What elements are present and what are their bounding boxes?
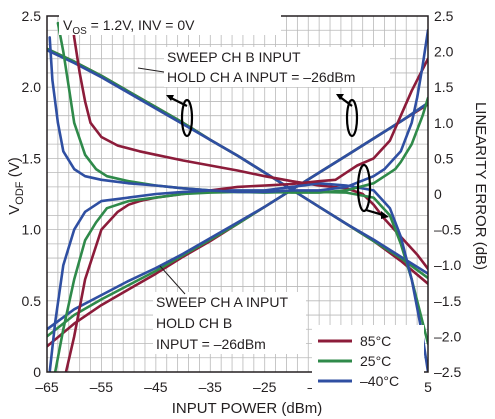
y-tick-label: 1.0 — [22, 222, 42, 238]
y-tick-label: 2.5 — [22, 8, 42, 24]
y2-tick-label: 1.0 — [434, 115, 454, 131]
legend: 85°C 25°C –40°C — [312, 325, 424, 393]
y2-tick-label: 2.5 — [434, 8, 454, 24]
sweep-b-pointer — [138, 68, 164, 72]
y2-tick-label: 2.0 — [434, 44, 454, 60]
sweep-a-pointer — [160, 266, 185, 294]
sweep-a-label-line3: INPUT = –26dBm — [156, 336, 266, 352]
y2-tick-label: –1.0 — [434, 257, 461, 273]
x-tick-label: –55 — [90, 379, 114, 395]
y-tick-label: 1.5 — [22, 150, 42, 166]
x-tick-label: 5 — [424, 379, 432, 395]
y-axis-right: 2.5 2.0 1.5 1.0 0.5 0 –0.5 –1.0 –1.5 –2.0 –2.5 — [434, 8, 461, 380]
legend-label: 85°C — [360, 333, 391, 349]
y2-tick-label: 0 — [434, 186, 442, 202]
condition-label-rest: = 1.2V, INV = 0V — [87, 17, 195, 33]
x-tick-label: –45 — [144, 379, 168, 395]
y-axis-left-title-main: V — [6, 205, 23, 215]
x-axis-title: INPUT POWER (dBm) — [172, 400, 323, 417]
condition-label-sub: OS — [72, 26, 87, 37]
y2-tick-label: –1.5 — [434, 293, 461, 309]
y-tick-label: 2.0 — [22, 79, 42, 95]
y2-tick-label: –2.0 — [434, 328, 461, 344]
x-tick-label: –35 — [199, 379, 223, 395]
sweep-a-label-line2: HOLD CH B — [156, 315, 232, 331]
y2-tick-label: 1.5 — [434, 79, 454, 95]
y2-tick-label: 0.5 — [434, 150, 454, 166]
y-axis-right-title: LINEARITY ERROR (dB) — [472, 102, 489, 270]
sweep-b-label-line2: HOLD CH A INPUT = –26dBm — [167, 69, 355, 85]
x-tick-label: –25 — [253, 379, 277, 395]
y-axis-left-title-unit: (V) — [6, 157, 23, 181]
y-axis-left-title-sub: ODF — [14, 181, 26, 205]
y-tick-label: 0 — [33, 364, 41, 380]
y-tick-label: 0.5 — [22, 293, 42, 309]
legend-label: –40°C — [360, 373, 399, 389]
x-tick-label: –65 — [35, 379, 59, 395]
y2-tick-label: –2.5 — [434, 364, 461, 380]
y2-tick-label: –0.5 — [434, 222, 461, 238]
legend-label: 25°C — [360, 353, 391, 369]
sweep-b-label-line1: SWEEP CH B INPUT — [167, 49, 301, 65]
sweep-a-label-line1: SWEEP CH A INPUT — [156, 294, 288, 310]
